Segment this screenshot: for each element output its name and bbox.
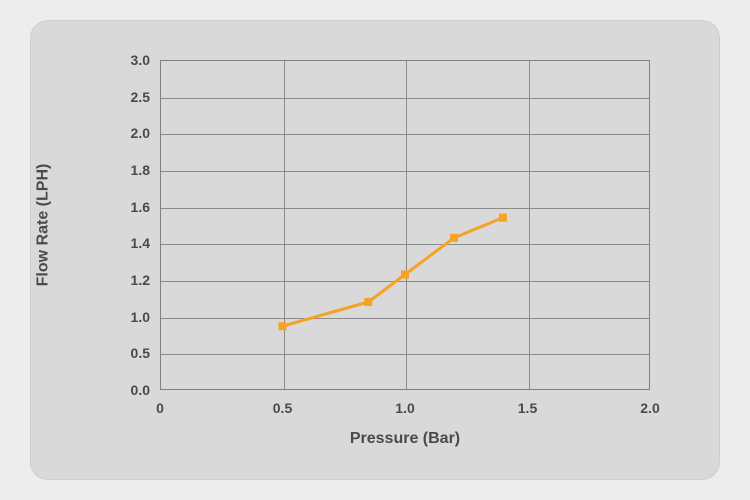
series-marker: [402, 271, 409, 278]
x-tick-label: 0: [156, 400, 164, 416]
y-tick-label: 1.4: [131, 235, 150, 251]
chart-series: [160, 60, 650, 390]
y-tick-label: 0.0: [131, 382, 150, 398]
y-tick-label: 1.0: [131, 309, 150, 325]
x-tick-label: 1.5: [518, 400, 537, 416]
y-tick-label: 1.2: [131, 272, 150, 288]
chart-card: Flow Rate (LPH) Pressure (Bar) 0.0 0.5 1.0…: [30, 20, 720, 480]
y-tick-label: 1.6: [131, 199, 150, 215]
series-marker: [451, 234, 458, 241]
x-tick-label: 2.0: [640, 400, 659, 416]
series-marker: [365, 299, 372, 306]
x-tick-label: 1.0: [395, 400, 414, 416]
series-marker: [500, 214, 507, 221]
x-axis-label: Pressure (Bar): [350, 430, 460, 448]
plot-wrap: Flow Rate (LPH) Pressure (Bar) 0.00.51.0…: [160, 60, 650, 390]
y-tick-label: 2.5: [131, 89, 150, 105]
y-tick-label: 0.5: [131, 345, 150, 361]
series-line: [283, 218, 504, 327]
y-axis-label: Flow Rate (LPH): [35, 164, 53, 287]
y-tick-label: 3.0: [131, 52, 150, 68]
y-tick-label: 1.8: [131, 162, 150, 178]
y-tick-label: 2.0: [131, 125, 150, 141]
x-tick-label: 0.5: [273, 400, 292, 416]
series-marker: [279, 323, 286, 330]
